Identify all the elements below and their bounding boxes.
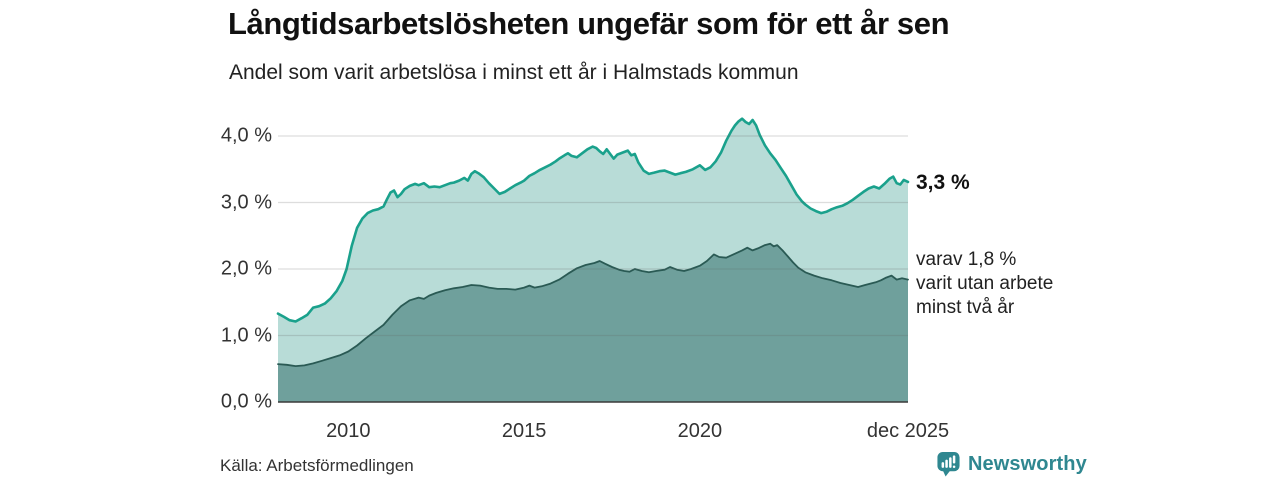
x-axis-label: dec 2025 — [866, 420, 950, 442]
series-end-label-total: 3,3 % — [916, 170, 970, 194]
x-axis-label: 2010 — [326, 420, 371, 442]
chart-subtitle: Andel som varit arbetslösa i minst ett å… — [229, 61, 799, 84]
series-end-label-subset-line1: varav 1,8 % — [916, 249, 1017, 271]
x-axis-label: 2015 — [501, 420, 547, 442]
y-axis-label: 1,0 % — [220, 324, 272, 346]
series-end-label-subset-line3: minst två år — [916, 297, 1015, 319]
series-line-0 — [276, 117, 910, 323]
series-end-label-subset-line2: varit utan arbete — [916, 273, 1054, 295]
series-line-1 — [277, 242, 909, 367]
series-area-1 — [278, 243, 908, 402]
page-title: Långtidsarbetslösheten ungefär som för e… — [228, 6, 950, 41]
brand-logo: Newsworthy — [936, 451, 1087, 477]
y-axis-label: 2,0 % — [220, 257, 272, 280]
newsworthy-logo-icon — [937, 451, 960, 477]
x-axis-label: 2020 — [677, 420, 723, 442]
y-axis-label: 4,0 % — [220, 124, 272, 147]
series-area-0 — [278, 118, 908, 402]
brand-name: Newsworthy — [968, 452, 1087, 475]
source-caption: Källa: Arbetsförmedlingen — [220, 456, 414, 475]
series-end-label-subset: varav 1,8 % varit utan arbete minst två … — [916, 248, 1053, 320]
y-axis-label: 3,0 % — [220, 191, 272, 213]
y-axis-label: 0,0 % — [220, 390, 272, 413]
